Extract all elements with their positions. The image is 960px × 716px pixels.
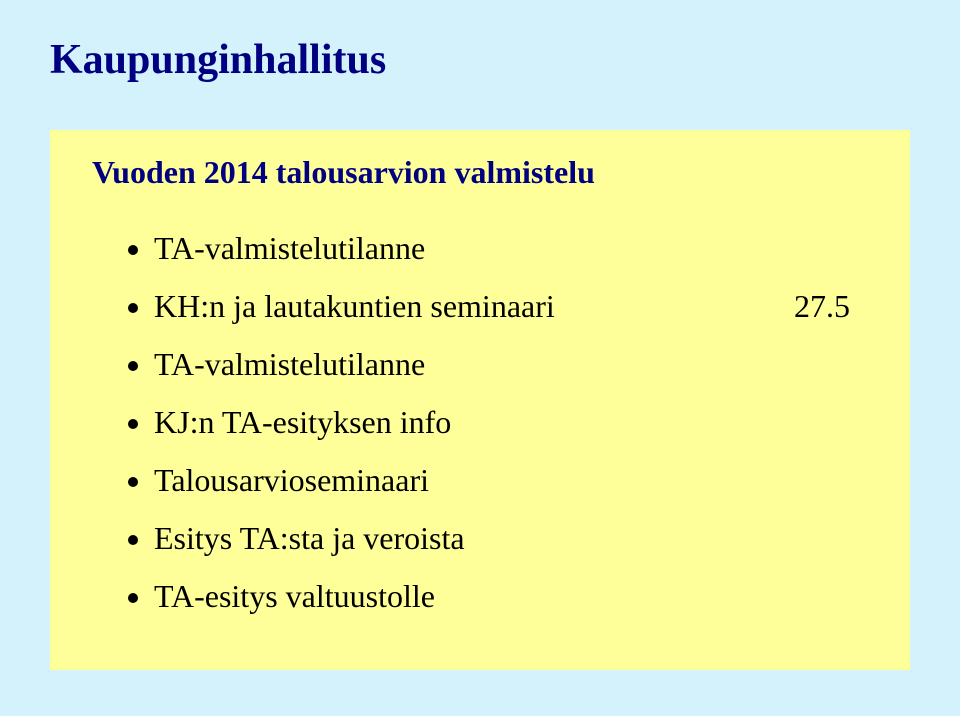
list-item: TA-valmistelutilanne [154,335,850,393]
subheading: Vuoden 2014 talousarvion valmistelu [92,154,850,191]
list-item-text: KH:n ja lautakuntien seminaari [154,288,555,324]
list-item: Esitys TA:sta ja veroista [154,509,850,567]
bullet-list: TA-valmistelutilanne KH:n ja lautakuntien… [128,219,850,625]
list-item: TA-esitys valtuustolle [154,567,850,625]
list-item-right-value: 27.5 [794,277,850,335]
list-item-text: Talousarvioseminaari [154,462,429,498]
list-item: KJ:n TA-esityksen info [154,393,850,451]
list-item-text: TA-valmistelutilanne [154,230,425,266]
list-item-text: TA-valmistelutilanne [154,346,425,382]
list-item-text: KJ:n TA-esityksen info [154,404,451,440]
slide-title: Kaupunginhallitus [50,36,386,84]
list-item: TA-valmistelutilanne [154,219,850,277]
list-item: Talousarvioseminaari [154,451,850,509]
list-item: KH:n ja lautakuntien seminaari 27.5 [154,277,850,335]
list-item-text: Esitys TA:sta ja veroista [154,520,465,556]
list-item-text: TA-esitys valtuustolle [154,578,435,614]
slide: Kaupunginhallitus Vuoden 2014 talousarvi… [0,0,960,716]
content-box: Vuoden 2014 talousarvion valmistelu TA-v… [50,130,910,670]
